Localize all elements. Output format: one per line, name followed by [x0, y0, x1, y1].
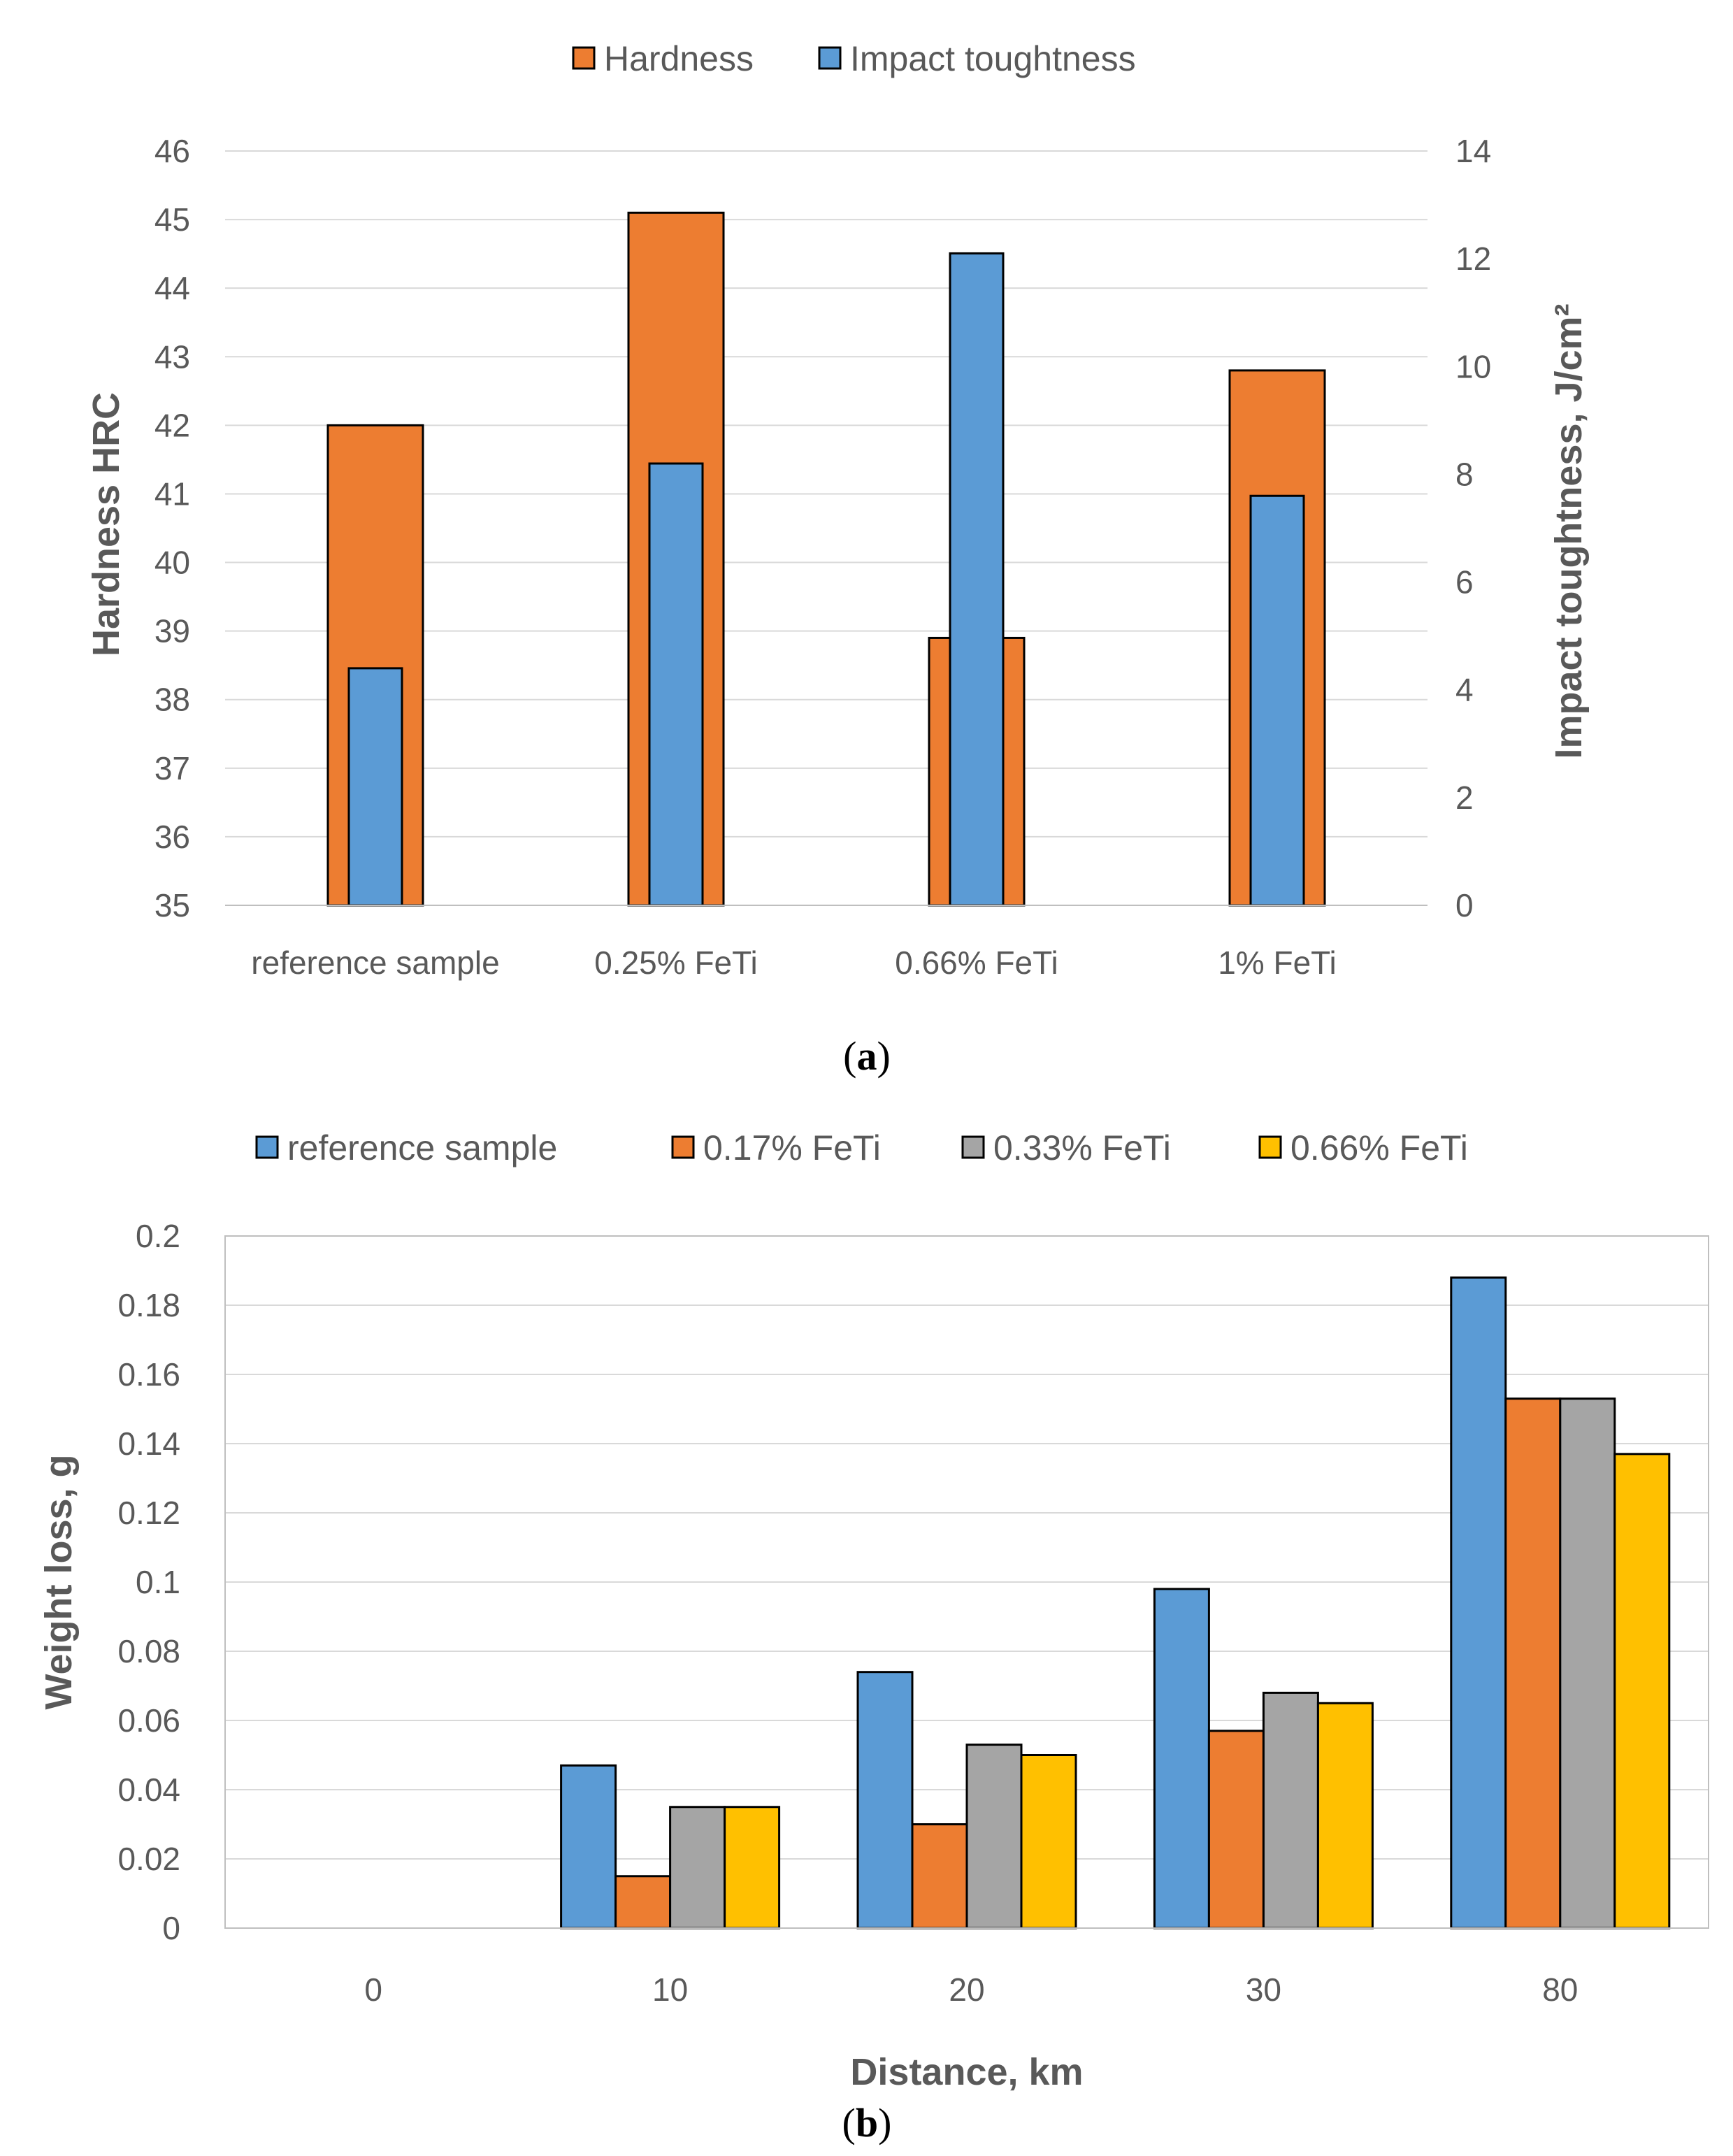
chart-a-legend-swatch-impact [818, 46, 842, 70]
chart-b-x-tick-label: 80 [1542, 1971, 1578, 2008]
chart-b-y-axis-title: Weight loss, g [38, 1454, 80, 1709]
chart-b-weight-loss: 00.020.040.060.080.10.120.140.160.180.2 … [38, 1128, 1709, 2146]
chart-a-left-axis-title: Hardness HRC [85, 392, 127, 656]
chart-a-right-tick-label: 10 [1455, 348, 1491, 385]
chart-a-category-label: reference sample [251, 944, 499, 981]
chart-b-bar [669, 1806, 726, 1929]
chart-b-plot-border [224, 1235, 1709, 1929]
chart-a-right-tick-label: 6 [1455, 564, 1474, 601]
chart-a-legend-label-hardness: Hardness [604, 39, 754, 78]
chart-b-bar [1262, 1691, 1319, 1929]
chart-b-bar [965, 1744, 1023, 1929]
chart-b-x-axis-title: Distance, km [850, 2051, 1083, 2093]
chart-b-x-tick-label: 0 [364, 1971, 382, 2008]
chart-b-legend-swatch-reference [255, 1135, 279, 1159]
chart-b-bar [1207, 1730, 1265, 1929]
chart-a-gridlines [225, 150, 1428, 838]
chart-a-left-tick-label: 39 [154, 613, 190, 649]
chart-b-y-tick-label: 0.02 [117, 1841, 180, 1877]
chart-a-left-tick-label: 35 [154, 887, 190, 924]
chart-b-legend-swatch-033 [961, 1135, 985, 1159]
chart-b-bar [856, 1671, 914, 1929]
chart-b-bar [1613, 1453, 1671, 1929]
chart-a-left-tick-label: 40 [154, 545, 190, 581]
chart-a-category-label: 0.66% FeTi [895, 944, 1058, 981]
chart-b-bars [560, 1276, 1671, 1929]
chart-b-bar [1153, 1588, 1210, 1929]
chart-a-impact-bar [347, 667, 403, 907]
chart-a-category-labels: reference sample 0.25% FeTi 0.66% FeTi 1% F… [251, 944, 1336, 981]
chart-b-legend-label-017: 0.17% FeTi [703, 1128, 881, 1167]
chart-b-y-tick-label: 0.06 [117, 1702, 180, 1739]
chart-b-bar [1450, 1276, 1507, 1929]
chart-a-left-tick-label: 44 [154, 270, 190, 306]
chart-a-category-label: 0.25% FeTi [594, 944, 758, 981]
chart-b-y-ticks: 0 0.02 0.04 0.06 0.08 0.1 0.12 0.14 0.16 0.18 0.2 [117, 1218, 180, 1946]
chart-a-left-tick-label: 37 [154, 750, 190, 786]
chart-b-bar [560, 1764, 617, 1929]
chart-b-panel-label: (b) [842, 2100, 892, 2146]
chart-a-right-tick-label: 14 [1455, 133, 1491, 169]
chart-a-category-label: 1% FeTi [1218, 944, 1337, 981]
chart-a-left-tick-label: 43 [154, 338, 190, 375]
chart-a-right-tick-label: 2 [1455, 779, 1474, 816]
chart-b-y-tick-label: 0.2 [136, 1218, 180, 1254]
chart-a-right-tick-label: 0 [1455, 887, 1474, 924]
chart-a-hardness-bars [326, 211, 1326, 907]
chart-a-impact-bar [949, 252, 1005, 907]
chart-b-y-tick-label: 0.1 [136, 1564, 180, 1600]
chart-a-left-ticks: 35 36 37 38 39 40 41 42 43 44 45 46 [154, 133, 190, 924]
chart-b-x-tick-label: 20 [949, 1971, 984, 2008]
chart-a-right-tick-label: 4 [1455, 672, 1474, 708]
chart-b-legend: reference sample 0.17% FeTi 0.33% FeTi 0… [255, 1128, 1468, 1167]
chart-b-y-tick-label: 0 [162, 1910, 180, 1946]
chart-a-panel-label: (a) [843, 1033, 891, 1079]
chart-a-right-tick-label: 12 [1455, 240, 1491, 277]
chart-b-legend-label-033: 0.33% FeTi [993, 1128, 1171, 1167]
chart-b-x-ticks: 0 10 20 30 80 [364, 1971, 1578, 2008]
chart-b-legend-label-066: 0.66% FeTi [1290, 1128, 1468, 1167]
chart-b-bar [1504, 1397, 1562, 1929]
chart-b-y-tick-label: 0.18 [117, 1287, 180, 1323]
chart-a-right-tick-label: 8 [1455, 456, 1474, 492]
chart-b-y-tick-label: 0.08 [117, 1633, 180, 1669]
chart-b-bar [614, 1875, 672, 1929]
chart-a-left-tick-label: 41 [154, 475, 190, 512]
chart-a-left-tick-label: 45 [154, 201, 190, 238]
chart-a-impact-bars [347, 252, 1305, 907]
chart-a-right-ticks: 0 2 4 6 8 10 12 14 [1455, 133, 1491, 924]
chart-b-y-tick-label: 0.04 [117, 1771, 180, 1808]
chart-b-x-tick-label: 10 [652, 1971, 688, 2008]
chart-b-bar [1559, 1397, 1616, 1929]
chart-b-bar [1316, 1702, 1374, 1929]
chart-b-y-tick-label: 0.14 [117, 1425, 180, 1462]
chart-a-legend: Hardness Impact toughtness [572, 39, 1136, 78]
chart-b-legend-swatch-017 [671, 1135, 695, 1159]
chart-a-legend-label-impact: Impact toughtness [850, 39, 1136, 78]
chart-a-impact-bar [648, 462, 704, 907]
chart-a-impact-bar [1249, 494, 1305, 907]
chart-a-left-tick-label: 42 [154, 407, 190, 443]
chart-a-left-tick-label: 36 [154, 819, 190, 855]
chart-b-bar [911, 1823, 968, 1929]
chart-b-y-tick-label: 0.16 [117, 1356, 180, 1393]
chart-a-legend-swatch-hardness [572, 46, 596, 70]
chart-b-y-tick-label: 0.12 [117, 1495, 180, 1531]
chart-b-legend-swatch-066 [1258, 1135, 1282, 1159]
chart-b-bar [724, 1806, 781, 1929]
chart-b-legend-label-reference: reference sample [287, 1128, 557, 1167]
chart-a-left-tick-label: 46 [154, 133, 190, 169]
chart-b-bar [1020, 1754, 1077, 1929]
chart-a-right-axis-title: Impact toughtness, J/cm² [1548, 303, 1590, 759]
chart-a-left-tick-label: 38 [154, 682, 190, 718]
chart-b-x-tick-label: 30 [1246, 1971, 1281, 2008]
